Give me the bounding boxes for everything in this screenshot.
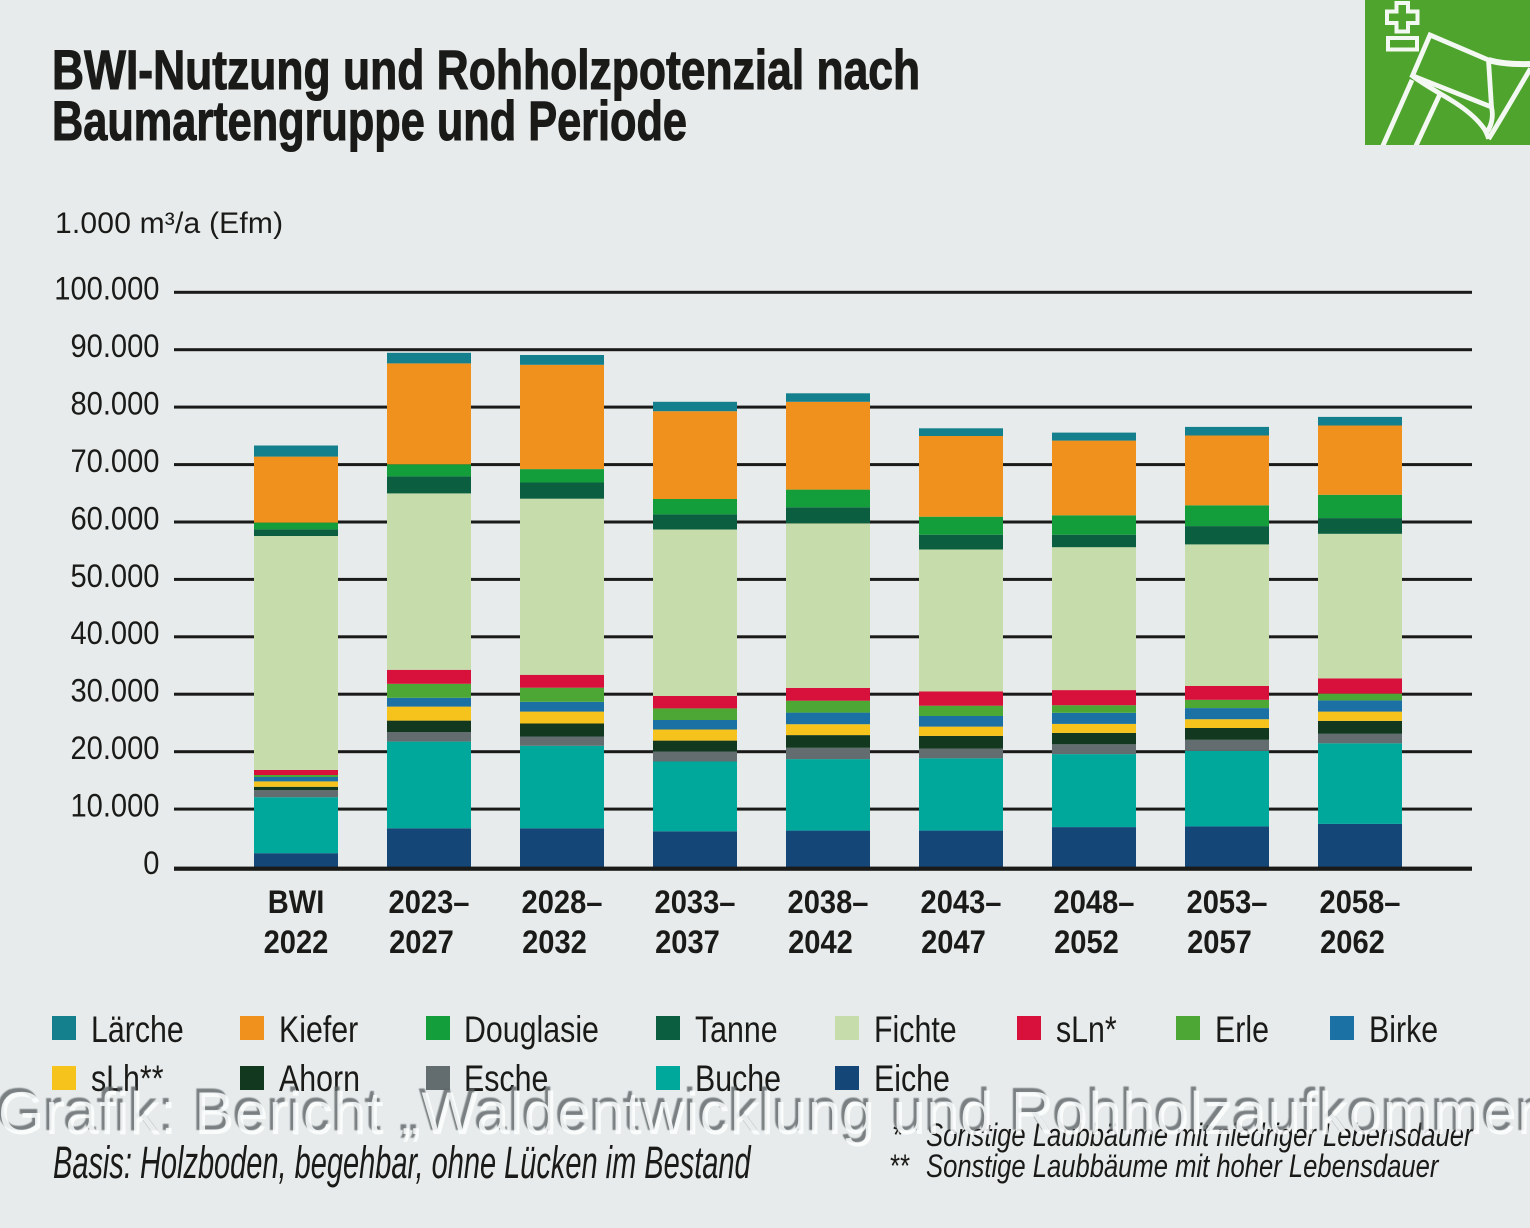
svg-text:2043–: 2043–: [921, 885, 1002, 921]
svg-text:20.000: 20.000: [70, 731, 159, 767]
svg-text:2028–: 2028–: [522, 885, 603, 921]
svg-text:2023–: 2023–: [389, 885, 470, 921]
svg-text:40.000: 40.000: [70, 616, 159, 652]
svg-text:2033–: 2033–: [655, 885, 736, 921]
svg-text:2027: 2027: [389, 925, 454, 961]
svg-text:30.000: 30.000: [70, 673, 159, 709]
svg-text:100.000: 100.000: [54, 271, 159, 307]
svg-text:90.000: 90.000: [70, 329, 159, 365]
svg-text:2052: 2052: [1054, 925, 1119, 961]
svg-text:2053–: 2053–: [1187, 885, 1268, 921]
svg-text:50.000: 50.000: [70, 559, 159, 595]
svg-text:70.000: 70.000: [70, 444, 159, 480]
svg-text:2038–: 2038–: [788, 885, 869, 921]
svg-text:60.000: 60.000: [70, 501, 159, 537]
svg-text:2058–: 2058–: [1320, 885, 1401, 921]
svg-text:2042: 2042: [788, 925, 853, 961]
svg-text:2062: 2062: [1320, 925, 1385, 961]
svg-text:80.000: 80.000: [70, 386, 159, 422]
svg-text:2032: 2032: [522, 925, 587, 961]
svg-text:10.000: 10.000: [70, 788, 159, 824]
svg-text:2057: 2057: [1187, 925, 1252, 961]
svg-text:2048–: 2048–: [1054, 885, 1135, 921]
svg-text:2037: 2037: [655, 925, 720, 961]
svg-text:0: 0: [143, 846, 159, 882]
svg-text:2022: 2022: [264, 925, 329, 961]
svg-text:2047: 2047: [921, 925, 986, 961]
svg-text:BWI: BWI: [268, 885, 325, 921]
